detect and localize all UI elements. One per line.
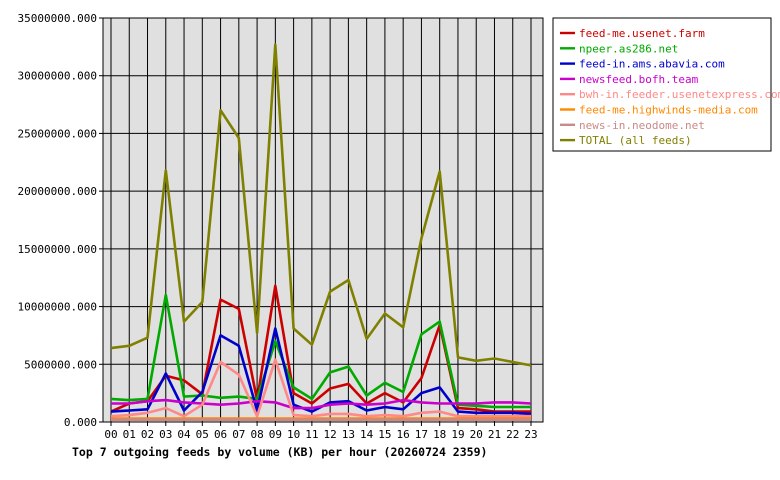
x-tick-label: 12	[324, 428, 337, 441]
chart-title: Top 7 outgoing feeds by volume (KB) per …	[72, 445, 488, 459]
y-tick-label: 25000000.000	[18, 127, 97, 140]
series-lines	[110, 43, 532, 422]
series-line-3	[111, 398, 532, 410]
x-tick-label: 07	[232, 428, 245, 441]
legend-label: news-in.neodome.net	[579, 119, 705, 132]
x-tick-label: 11	[305, 428, 318, 441]
series-line-7	[110, 43, 532, 367]
x-tick-label: 15	[378, 428, 391, 441]
grid-lines	[103, 17, 543, 423]
x-tick-label: 13	[342, 428, 355, 441]
x-tick-label: 04	[177, 428, 191, 441]
legend-label: TOTAL (all feeds)	[579, 134, 692, 147]
x-tick-label: 20	[470, 428, 483, 441]
y-tick-label: 20000000.000	[18, 185, 97, 198]
x-tick-label: 18	[433, 428, 446, 441]
x-tick-label: 19	[451, 428, 464, 441]
x-tick-label: 22	[506, 428, 519, 441]
x-tick-label: 17	[415, 428, 428, 441]
y-tick-label: 0.000	[64, 416, 97, 429]
legend-label: npeer.as286.net	[579, 42, 678, 55]
legend-label: feed-me.highwinds-media.com	[579, 104, 758, 117]
legend-label: newsfeed.bofh.team	[579, 73, 699, 86]
legend-label: feed-me.usenet.farm	[579, 27, 705, 40]
legend: feed-me.usenet.farm npeer.as286.net feed-i…	[552, 17, 780, 152]
y-axis-ticks: 0.000 5000000.000 10000000.000 15000000.000…	[18, 12, 103, 429]
x-tick-label: 10	[287, 428, 300, 441]
legend-label: bwh-in.feeder.usenetexpress.com	[579, 88, 780, 101]
x-tick-label: 05	[196, 428, 209, 441]
x-tick-label: 23	[524, 428, 537, 441]
x-tick-label: 01	[123, 428, 136, 441]
x-tick-label: 02	[141, 428, 154, 441]
y-tick-label: 10000000.000	[18, 301, 97, 314]
legend-label: feed-in.ams.abavia.com	[579, 58, 725, 71]
y-tick-label: 30000000.000	[18, 70, 97, 83]
x-tick-label: 06	[214, 428, 227, 441]
x-tick-label: 21	[488, 428, 501, 441]
x-axis-ticks: 00 01 02 03 04 05 06 07 08 09 10 11 12 13 14 15 16 17 18 19…	[104, 422, 538, 441]
x-tick-label: 09	[269, 428, 282, 441]
x-tick-label: 14	[360, 428, 374, 441]
series-line-1	[110, 293, 531, 409]
y-tick-label: 15000000.000	[18, 243, 97, 256]
x-tick-label: 16	[397, 428, 410, 441]
x-tick-label: 03	[159, 428, 172, 441]
x-tick-label: 00	[104, 428, 117, 441]
series-line-4	[110, 358, 531, 418]
y-tick-label: 5000000.000	[24, 358, 97, 371]
legend-box	[552, 17, 772, 152]
x-tick-label: 08	[250, 428, 263, 441]
y-tick-label: 35000000.000	[18, 12, 97, 25]
